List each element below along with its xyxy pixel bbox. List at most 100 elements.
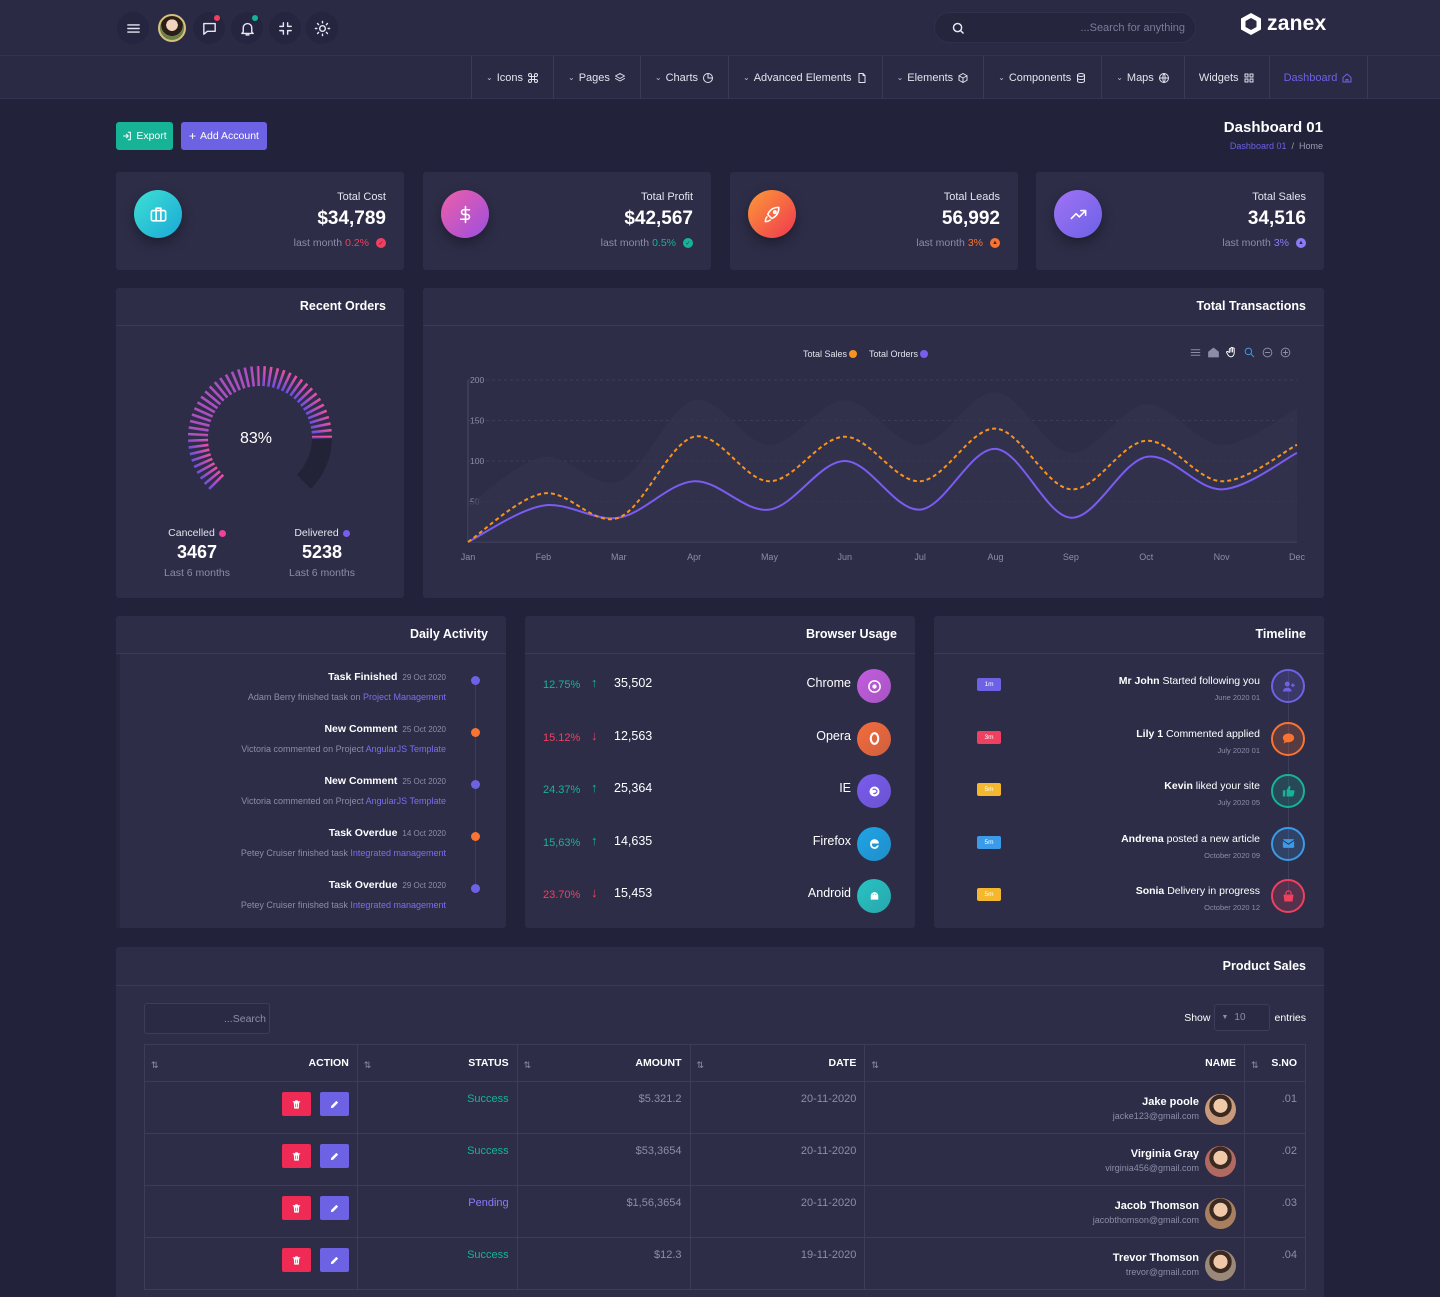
search-input[interactable]	[975, 13, 1185, 42]
legend-item[interactable]: Total Orders	[869, 349, 929, 359]
legend-label: Total Sales	[803, 349, 848, 359]
pencil-icon	[330, 1100, 338, 1108]
edit-button[interactable]	[319, 1248, 349, 1272]
activity-dot	[471, 780, 480, 789]
theme-toggle-button[interactable]	[306, 12, 338, 44]
customer-email: jacobthomson@gmail.com	[1092, 1215, 1199, 1225]
activity-title: New Comment	[324, 775, 398, 787]
user-avatar[interactable]	[158, 14, 186, 42]
chart-zoom-in-icon[interactable]	[1279, 346, 1292, 359]
stat-subtext: last month 0.5% ✓	[601, 237, 693, 249]
chart-reset-icon[interactable]	[1207, 346, 1220, 359]
activity-link[interactable]: AngularJS Template	[365, 744, 446, 754]
column-header-status[interactable]: ⇅ STATUS	[356, 1044, 518, 1082]
column-header-label: S.NO	[1271, 1057, 1297, 1069]
stat-subtext: last month 3% ▲	[1222, 237, 1306, 249]
gauge-tick	[219, 377, 233, 396]
export-button[interactable]: Export	[116, 122, 173, 150]
stat-label: Total Leads	[943, 191, 1000, 203]
activity-link[interactable]: Integrated management	[350, 848, 446, 858]
entries-select[interactable]: ▼ 10	[1214, 1004, 1271, 1031]
customer-info: Trevor Thomson trevor@gmail.com	[1113, 1249, 1199, 1277]
chart-zoom-icon[interactable]	[1243, 346, 1256, 359]
stat-change: 0.2%	[345, 237, 369, 249]
breadcrumb-item-dashboard[interactable]: Dashboard 01	[1229, 141, 1287, 151]
edit-button[interactable]	[319, 1144, 349, 1168]
timeline-icon-badge	[1271, 721, 1305, 756]
logo-icon	[1241, 13, 1261, 35]
browser-row-firefox: 15,63% ↑ 14,635 Firefox	[525, 825, 915, 863]
delete-button[interactable]	[281, 1196, 311, 1220]
delivered-stat: Delivered 5238 Last 6 months	[267, 527, 377, 579]
activity-text: Victoria commented on Project	[241, 744, 364, 754]
delete-button[interactable]	[281, 1248, 311, 1272]
activity-item: New Comment 25 Oct 2020 Victoria commented…	[241, 723, 446, 754]
check-circle-icon: ✓	[683, 238, 693, 248]
nav-item-label: Pages	[578, 71, 610, 84]
product-sales-table: ⇅ ACTION ⇅ STATUS ⇅ AMOUNT ⇅ DATE ⇅ NAME ⇅ S.NO Suc…	[144, 1044, 1307, 1290]
nav-item-maps[interactable]: ⌄ Maps	[1101, 56, 1184, 99]
brand-logo[interactable]: zanex	[1240, 11, 1326, 37]
nav-item-widgets[interactable]: Widgets	[1183, 56, 1269, 99]
legend-item[interactable]: Total Sales	[803, 349, 858, 359]
column-header-sno[interactable]: ⇅ S.NO	[1243, 1044, 1307, 1082]
column-header-action[interactable]: ⇅ ACTION	[144, 1044, 358, 1082]
plus-icon: +	[189, 129, 197, 143]
activity-link[interactable]: AngularJS Template	[365, 796, 446, 806]
column-header-name[interactable]: ⇅ NAME	[864, 1044, 1245, 1082]
pencil-icon	[330, 1204, 338, 1212]
notifications-button[interactable]	[231, 12, 263, 44]
bag-icon	[1283, 889, 1293, 901]
globe-icon	[1158, 72, 1169, 83]
action-cell	[144, 1185, 358, 1238]
table-search-input[interactable]: ...Search	[144, 1003, 270, 1034]
add-account-button[interactable]: + Add Account	[181, 122, 267, 150]
x-tick-label: Feb	[536, 552, 552, 562]
transactions-line-chart: 50100150200JanFebMarAprMayJunJulAugSepOc…	[461, 375, 1306, 562]
fullscreen-button[interactable]	[269, 12, 301, 44]
firefox-icon	[869, 839, 879, 849]
nav-item-icons[interactable]: ⌄ Icons	[471, 56, 553, 99]
nav-item-advanced-elements[interactable]: ⌄ Advanced Elements	[728, 56, 882, 99]
delete-button[interactable]	[281, 1144, 311, 1168]
edit-button[interactable]	[319, 1092, 349, 1116]
customer-avatar	[1204, 1146, 1236, 1177]
gauge-tick	[213, 381, 229, 399]
timeline-item: 5m Kevin liked your site July 2020 05	[934, 774, 1324, 817]
gauge-tick	[196, 462, 216, 475]
column-header-date[interactable]: ⇅ DATE	[689, 1044, 866, 1082]
chart-pan-icon[interactable]	[1225, 346, 1238, 359]
arrow-up-icon: ↑	[591, 832, 598, 848]
activity-dot	[471, 676, 480, 685]
total-transactions-card: Total Transactions Total Sales Total Orde…	[423, 288, 1324, 598]
activity-link[interactable]: Integrated management	[350, 900, 446, 910]
x-tick-label: Aug	[988, 552, 1004, 562]
chart-zoom-out-icon[interactable]	[1261, 346, 1274, 359]
column-header-amount[interactable]: ⇅ AMOUNT	[516, 1044, 691, 1082]
gauge-tick	[188, 426, 209, 432]
entries-control: Show ▼ 10 entries	[1184, 1004, 1306, 1031]
timeline-date: October 2020 12	[1204, 903, 1260, 912]
messages-button[interactable]	[193, 12, 225, 44]
stat-card-total-profit: Total Profit $42,567 last month 0.5% ✓	[423, 172, 711, 270]
activity-title: Task Finished	[328, 671, 398, 683]
activity-link[interactable]: Project Management	[362, 692, 446, 702]
nav-item-elements[interactable]: ⌄ Elements	[881, 56, 984, 99]
x-tick-label: Jul	[914, 552, 926, 562]
breadcrumb-item-home[interactable]: Home	[1298, 141, 1323, 151]
menu-toggle-button[interactable]	[117, 12, 149, 44]
edit-button[interactable]	[319, 1196, 349, 1220]
search-icon[interactable]	[951, 21, 966, 36]
nav-item-charts[interactable]: ⌄ Charts	[639, 56, 728, 99]
timeline-action: Commented applied	[1166, 727, 1260, 740]
nav-item-components[interactable]: ⌄ Components	[983, 56, 1101, 99]
nav-item-pages[interactable]: ⌄ Pages	[553, 56, 640, 99]
stat-icon-badge	[134, 190, 182, 238]
chart-menu-icon[interactable]	[1189, 346, 1202, 359]
grid-icon	[1244, 73, 1254, 82]
stat-period: last month	[1222, 237, 1271, 249]
name-cell: Trevor Thomson trevor@gmail.com	[864, 1237, 1245, 1290]
time-badge: 5m	[977, 835, 1001, 849]
delete-button[interactable]	[281, 1092, 311, 1116]
nav-item-dashboard[interactable]: Dashboard	[1268, 56, 1369, 99]
